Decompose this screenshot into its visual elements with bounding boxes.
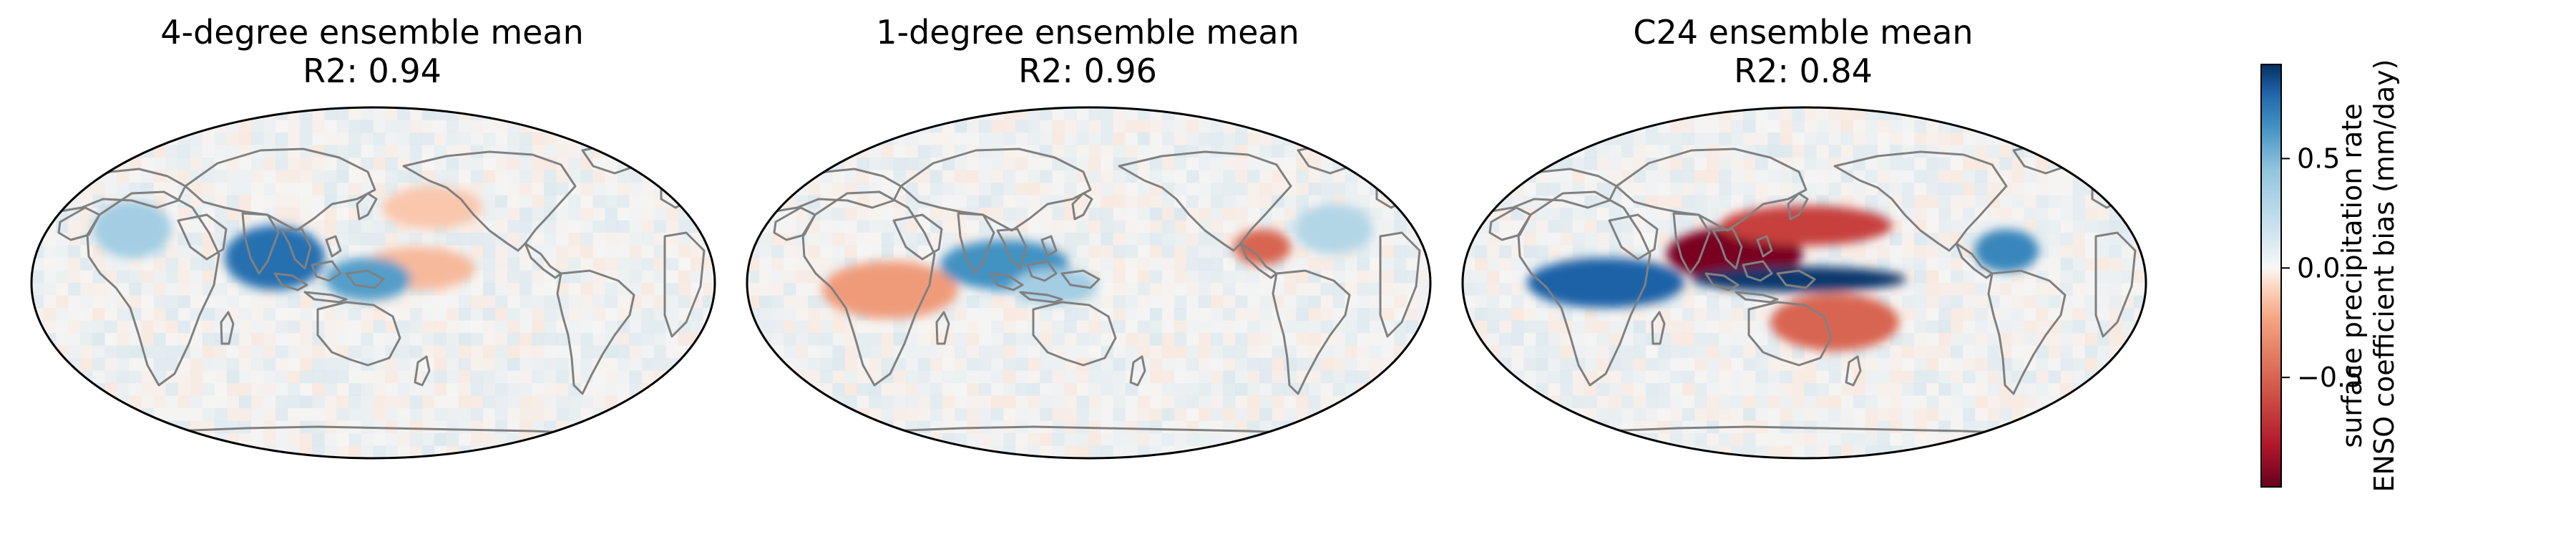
map-panel-3: [1461, 106, 2147, 460]
bias-region: [92, 200, 171, 258]
panel-1-r2: R2: 0.94: [303, 52, 441, 90]
panel-2-title: 1-degree ensemble mean R2: 0.96: [744, 13, 1431, 90]
bias-region: [225, 226, 325, 290]
colorbar-label-line1: surface precipitation rate: [2336, 103, 2368, 448]
colorbar-gradient: [2260, 64, 2282, 488]
panel-2-r2: R2: 0.96: [1018, 52, 1157, 90]
colorbar-tick-label: 0.5: [2297, 142, 2340, 174]
bias-region: [325, 258, 411, 301]
map-border: [30, 106, 716, 460]
panel-1-title-text: 4-degree ensemble mean: [160, 13, 584, 52]
panel-1-title: 4-degree ensemble mean R2: 0.94: [29, 13, 716, 90]
bias-region: [822, 261, 958, 319]
bias-region: [1770, 294, 1899, 351]
colorbar-ticks: −0.5 0.0 0.5: [2281, 142, 2363, 393]
bias-region: [1294, 204, 1373, 254]
panel-3-title: C24 ensemble mean R2: 0.84: [1460, 13, 2147, 90]
map-border: [746, 106, 1432, 460]
bias-region: [1527, 258, 1684, 308]
colorbar-label-line2: ENSO coefficient bias (mm/day): [2368, 59, 2400, 493]
colorbar-tick-label: −0.5: [2297, 362, 2363, 393]
bias-region: [1974, 229, 2039, 272]
bias-region: [1234, 229, 1291, 265]
map-panel-2: [746, 106, 1432, 460]
bias-region: [1720, 205, 1892, 246]
map-panels: [30, 106, 2147, 460]
panel-3-title-text: C24 ensemble mean: [1633, 13, 1974, 52]
map-panel-1: [30, 106, 716, 460]
panel-2-title-text: 1-degree ensemble mean: [876, 13, 1299, 52]
panel-3-r2: R2: 0.84: [1734, 52, 1873, 90]
map-border: [1461, 106, 2147, 460]
colorbar-tick-label: 0.0: [2297, 252, 2340, 284]
colorbar: −0.5 0.0 0.5 surface precipitation rate EN…: [2260, 59, 2400, 493]
